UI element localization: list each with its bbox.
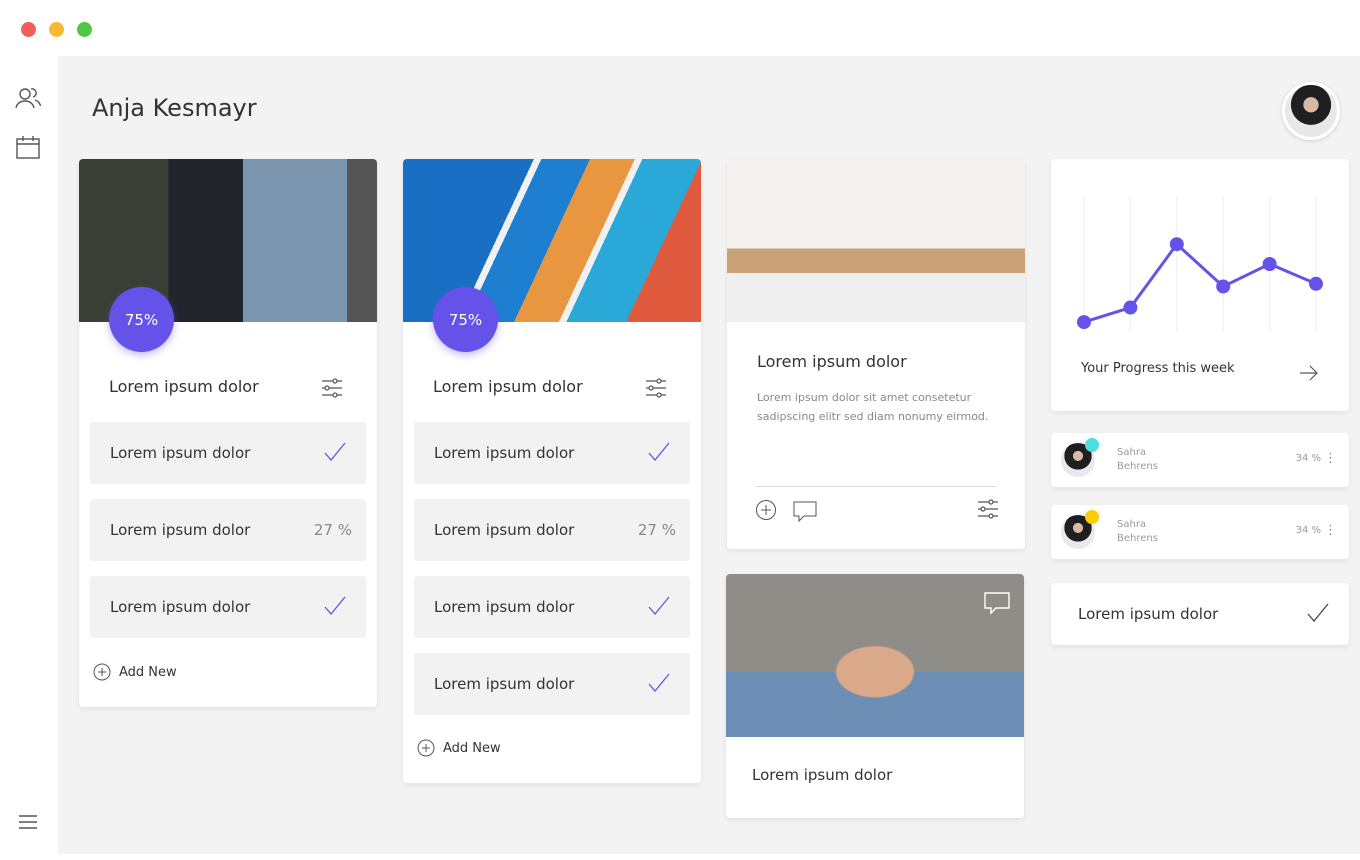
- task-label: Lorem ipsum dolor: [434, 675, 575, 693]
- progress-badge: 75%: [109, 287, 174, 352]
- sidebar: [0, 56, 58, 860]
- task-label: Lorem ipsum dolor: [434, 521, 575, 539]
- person-name: Sahra Behrens: [1117, 447, 1158, 472]
- task-row[interactable]: Lorem ipsum dolor: [90, 576, 366, 638]
- more-options-icon[interactable]: ⋮: [1324, 523, 1337, 538]
- card-title: Lorem ipsum dolor: [109, 377, 259, 396]
- check-icon: [324, 596, 346, 616]
- task-row[interactable]: Lorem ipsum dolor: [414, 653, 690, 715]
- users-icon[interactable]: [14, 84, 42, 112]
- plus-circle-icon: [417, 739, 435, 757]
- add-new-button[interactable]: Add New: [417, 739, 501, 757]
- person-percent: 34 %: [1295, 525, 1321, 536]
- task-label: Lorem ipsum dolor: [110, 444, 251, 462]
- task-row[interactable]: Lorem ipsum dolor: [414, 422, 690, 484]
- comment-icon[interactable]: [793, 501, 817, 523]
- photo-card: Lorem ipsum dolor: [726, 574, 1024, 818]
- card-title: Lorem ipsum dolor: [757, 352, 907, 371]
- maximize-window-button[interactable]: [77, 22, 92, 37]
- person-item[interactable]: Sahra Behrens 34 % ⋮: [1051, 433, 1349, 487]
- calendar-icon[interactable]: [14, 134, 42, 162]
- user-avatar[interactable]: [1282, 82, 1340, 140]
- add-new-label: Add New: [443, 740, 501, 756]
- progress-chart: [1077, 197, 1323, 331]
- data-point: [1216, 279, 1231, 294]
- minimize-window-button[interactable]: [49, 22, 64, 37]
- series-line: [1083, 241, 1317, 324]
- task-label: Lorem ipsum dolor: [110, 521, 251, 539]
- card-text: Lorem ipsum dolor sit amet consetetur sa…: [757, 391, 989, 423]
- data-point: [1123, 300, 1138, 315]
- check-icon: [324, 442, 346, 462]
- progress-badge: 75%: [433, 287, 498, 352]
- check-icon: [648, 673, 670, 693]
- filter-settings-icon[interactable]: [645, 378, 667, 398]
- progress-card[interactable]: Your Progress this week: [1051, 159, 1349, 411]
- check-icon: [648, 596, 670, 616]
- progress-label: Your Progress this week: [1081, 361, 1235, 376]
- check-icon: [648, 442, 670, 462]
- card-title: Lorem ipsum dolor: [433, 377, 583, 396]
- data-point: [1309, 276, 1323, 291]
- card-image: [727, 159, 1025, 322]
- article-card: Lorem ipsum dolor Lorem ipsum dolor sit …: [727, 159, 1025, 549]
- task-item[interactable]: Lorem ipsum dolor: [1051, 583, 1349, 645]
- task-label: Lorem ipsum dolor: [110, 598, 251, 616]
- person-percent: 34 %: [1295, 453, 1321, 464]
- task-card-2: 75% Lorem ipsum dolor Lorem ipsum dolor …: [403, 159, 701, 783]
- data-point: [1077, 315, 1091, 330]
- card-image: [726, 574, 1024, 737]
- more-options-icon[interactable]: ⋮: [1324, 451, 1337, 466]
- data-point: [1169, 237, 1184, 252]
- page-title: Anja Kesmayr: [92, 94, 257, 122]
- task-label: Lorem ipsum dolor: [434, 444, 575, 462]
- add-new-label: Add New: [119, 664, 177, 680]
- plus-circle-icon: [93, 663, 111, 681]
- divider: [755, 486, 997, 487]
- status-dot: [1085, 510, 1099, 524]
- add-new-button[interactable]: Add New: [93, 663, 177, 681]
- comment-icon[interactable]: [984, 592, 1010, 616]
- status-dot: [1085, 438, 1099, 452]
- task-label: Lorem ipsum dolor: [434, 598, 575, 616]
- filter-settings-icon[interactable]: [321, 378, 343, 398]
- task-row[interactable]: Lorem ipsum dolor 27 %: [90, 499, 366, 561]
- task-row[interactable]: Lorem ipsum dolor: [90, 422, 366, 484]
- task-row[interactable]: Lorem ipsum dolor 27 %: [414, 499, 690, 561]
- data-point: [1262, 257, 1277, 271]
- task-card-1: 75% Lorem ipsum dolor Lorem ipsum dolor …: [79, 159, 377, 707]
- close-window-button[interactable]: [21, 22, 36, 37]
- filter-settings-icon[interactable]: [977, 499, 999, 519]
- task-percent: 27 %: [313, 521, 352, 539]
- card-title: Lorem ipsum dolor: [752, 766, 893, 784]
- task-row[interactable]: Lorem ipsum dolor: [414, 576, 690, 638]
- plus-circle-icon[interactable]: [755, 499, 777, 521]
- arrow-right-icon[interactable]: [1299, 365, 1319, 381]
- task-label: Lorem ipsum dolor: [1078, 605, 1219, 623]
- check-icon[interactable]: [1307, 603, 1329, 623]
- person-name: Sahra Behrens: [1117, 519, 1158, 544]
- person-item[interactable]: Sahra Behrens 34 % ⋮: [1051, 505, 1349, 559]
- hamburger-menu-icon[interactable]: [14, 808, 42, 836]
- task-percent: 27 %: [637, 521, 676, 539]
